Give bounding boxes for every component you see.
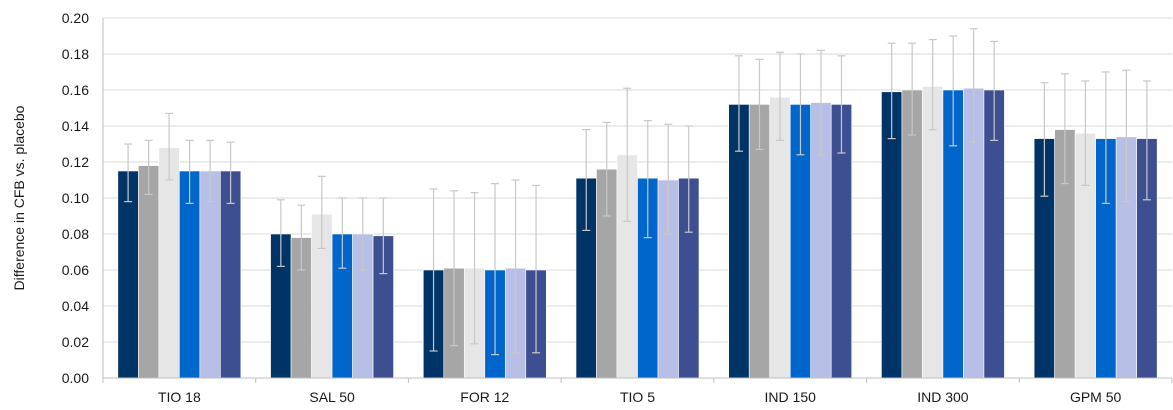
x-tick-label: FOR 12 — [460, 389, 509, 405]
y-tick-label: 0.02 — [62, 334, 89, 350]
y-tick-label: 0.08 — [62, 226, 89, 242]
x-tick-labels: TIO 18 SAL 50 FOR 12 TIO 5 IND 150 IND 300 GPM… — [158, 389, 1122, 405]
x-tick-label: IND 150 — [765, 389, 817, 405]
y-tick-label: 0.12 — [62, 154, 89, 170]
y-tick-label: 0.06 — [62, 262, 89, 278]
bar — [158, 147, 180, 379]
y-tick-label: 0.00 — [62, 370, 89, 386]
y-tick-label: 0.18 — [62, 46, 89, 62]
y-tick-labels: 0.00 0.02 0.04 0.06 0.08 0.10 0.12 0.14 0.16 0.18… — [62, 10, 89, 386]
error-bars — [124, 28, 1151, 356]
y-tick-label: 0.14 — [62, 118, 89, 134]
y-axis-label: Difference in CFB vs. placebo — [11, 105, 27, 290]
x-tick-label: GPM 50 — [1070, 389, 1122, 405]
y-tick-label: 0.20 — [62, 10, 89, 26]
y-tick-label: 0.10 — [62, 190, 89, 206]
x-tick-label: SAL 50 — [309, 389, 355, 405]
x-tick-label: TIO 18 — [158, 389, 201, 405]
y-tick-label: 0.16 — [62, 82, 89, 98]
x-tick-label: IND 300 — [917, 389, 969, 405]
x-tick-label: TIO 5 — [620, 389, 655, 405]
y-tick-label: 0.04 — [62, 298, 89, 314]
bars — [117, 86, 1158, 379]
bar — [138, 165, 160, 379]
axes — [102, 18, 1173, 383]
